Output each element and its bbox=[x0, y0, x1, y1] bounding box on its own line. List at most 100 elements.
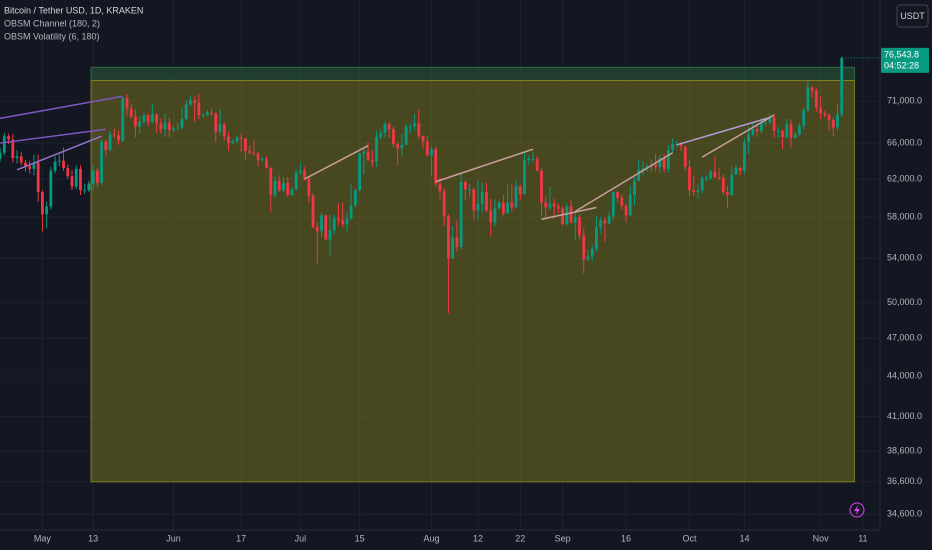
candle-body bbox=[827, 115, 831, 121]
candle-body bbox=[36, 162, 40, 193]
button-label[interactable]: USDT bbox=[900, 11, 925, 21]
indicator-label: OBSM Volatility (6, 180) bbox=[4, 31, 100, 41]
trend-line bbox=[541, 206, 597, 221]
candle-body bbox=[459, 181, 463, 247]
x-tick-label: Nov bbox=[813, 533, 830, 543]
channel-body bbox=[90, 79, 855, 483]
y-tick-label: 54,000.0 bbox=[887, 253, 922, 263]
candle-body bbox=[231, 141, 235, 144]
candle-body bbox=[108, 134, 112, 151]
currency-button[interactable]: USDT bbox=[896, 4, 929, 28]
candle-body bbox=[700, 178, 704, 191]
chart-title: Bitcoin / Tether USD, 1D, KRAKEN bbox=[4, 5, 143, 15]
candle-body bbox=[366, 151, 370, 160]
candle-body bbox=[772, 117, 776, 132]
candle-body bbox=[705, 178, 708, 180]
x-tick-label: 16 bbox=[621, 533, 631, 543]
candle-body bbox=[734, 167, 738, 175]
candle-body bbox=[836, 114, 839, 128]
candle-body bbox=[142, 115, 146, 122]
button-frame[interactable] bbox=[896, 4, 929, 28]
candle-body bbox=[125, 97, 129, 109]
candle-body bbox=[134, 116, 137, 127]
candle-body bbox=[688, 167, 691, 191]
candle-body bbox=[0, 152, 2, 159]
candle-body bbox=[451, 237, 455, 259]
candle-body bbox=[578, 217, 581, 236]
candle-body bbox=[370, 159, 374, 162]
candle-body bbox=[112, 134, 116, 136]
candle-body bbox=[345, 218, 349, 225]
candle-body bbox=[662, 158, 666, 169]
candle-body bbox=[713, 171, 717, 178]
candle-body bbox=[235, 137, 239, 142]
candle-body bbox=[493, 208, 497, 223]
candle-body bbox=[421, 136, 425, 142]
candle-body bbox=[24, 162, 27, 167]
candle-body bbox=[117, 135, 120, 141]
candle-body bbox=[265, 158, 268, 168]
candle-body bbox=[692, 190, 696, 193]
candle-body bbox=[32, 162, 36, 169]
candle-body bbox=[375, 136, 378, 162]
candle-body bbox=[252, 152, 256, 154]
candle-body bbox=[218, 124, 222, 132]
alert-icon[interactable] bbox=[849, 502, 865, 518]
candle-body bbox=[497, 202, 501, 209]
candle-body bbox=[590, 248, 594, 257]
candle-body bbox=[425, 141, 429, 156]
candle-body bbox=[721, 178, 725, 193]
candle-body bbox=[607, 216, 611, 224]
candle-body bbox=[637, 169, 641, 181]
icon-bolt[interactable] bbox=[854, 505, 860, 515]
candle-body bbox=[146, 115, 150, 122]
x-tick-label: 12 bbox=[473, 533, 483, 543]
y-tick-label: 58,000.0 bbox=[887, 212, 922, 222]
candle-body bbox=[7, 136, 10, 140]
x-tick-label: 11 bbox=[858, 533, 867, 543]
y-tick-label: 47,000.0 bbox=[887, 332, 922, 342]
candle-body bbox=[392, 129, 395, 144]
candle-body bbox=[248, 150, 252, 153]
candle-body bbox=[332, 218, 336, 231]
trend-line bbox=[574, 152, 673, 213]
candle-body bbox=[159, 123, 163, 130]
candle-body bbox=[337, 218, 340, 221]
candle-body bbox=[53, 161, 57, 171]
candle-body bbox=[269, 167, 273, 195]
icon-ring[interactable] bbox=[849, 502, 865, 518]
x-tick-label: 22 bbox=[515, 533, 525, 543]
candle-body bbox=[806, 87, 810, 111]
candle-body bbox=[129, 108, 133, 117]
candle-body bbox=[447, 216, 450, 259]
y-tick-label: 62,000.0 bbox=[887, 173, 922, 183]
last-price-box bbox=[881, 47, 929, 73]
plot bbox=[0, 56, 855, 483]
candle-body bbox=[802, 110, 806, 126]
candle-body bbox=[193, 100, 197, 103]
candle-body bbox=[387, 124, 391, 130]
y-tick-label: 41,000.0 bbox=[887, 411, 922, 421]
x-tick-label: 17 bbox=[236, 533, 246, 543]
x-tick-label: Jun bbox=[166, 533, 181, 543]
y-tick-label: 36,600.0 bbox=[887, 476, 922, 486]
candle-body bbox=[341, 220, 345, 225]
candle-body bbox=[167, 122, 171, 131]
candle-body bbox=[738, 167, 742, 171]
candle-body bbox=[603, 220, 607, 224]
candle-body bbox=[150, 114, 154, 122]
candle-body bbox=[95, 170, 99, 183]
candle-body bbox=[430, 149, 433, 156]
candle-body bbox=[417, 123, 421, 137]
candle-body bbox=[383, 124, 387, 133]
candle-body bbox=[628, 194, 632, 216]
candle-body bbox=[814, 90, 818, 108]
candle-body bbox=[442, 191, 446, 217]
candle-body bbox=[28, 166, 32, 169]
candle-body bbox=[620, 197, 624, 206]
candle-body bbox=[696, 190, 700, 193]
candle-body bbox=[485, 192, 488, 211]
candle-body bbox=[184, 104, 188, 120]
candle-body bbox=[303, 170, 307, 179]
candle-body bbox=[556, 206, 560, 209]
